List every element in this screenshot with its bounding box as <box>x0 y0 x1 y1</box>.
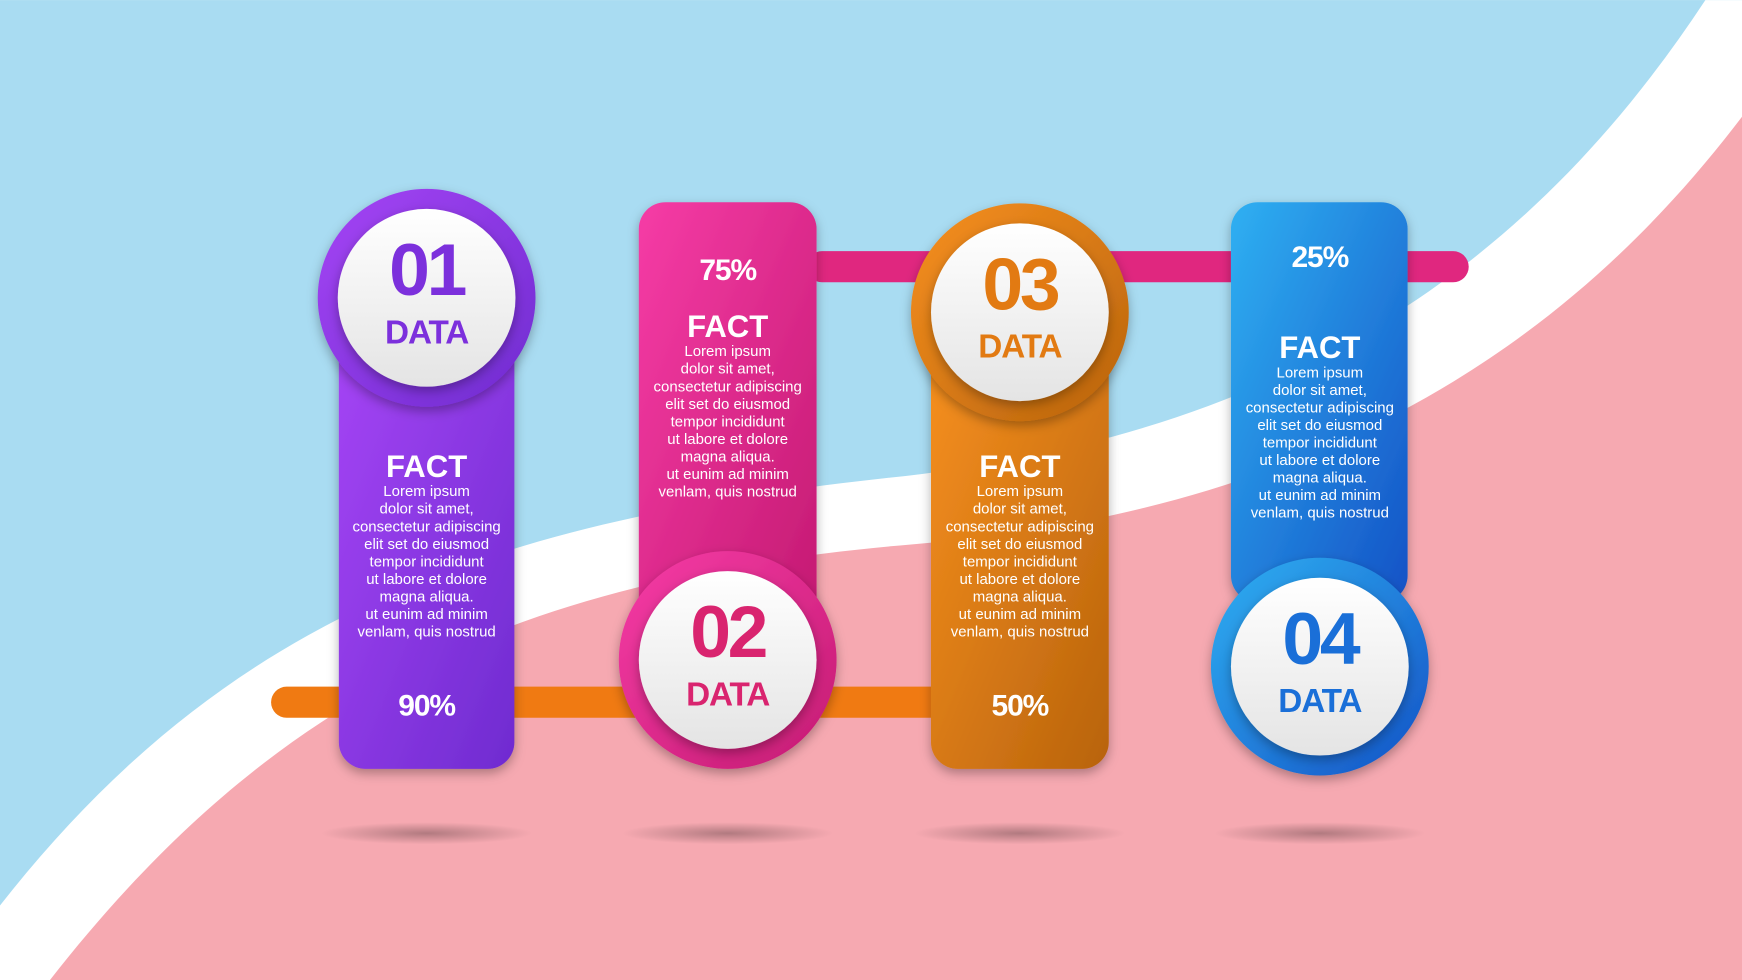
fact-body-line: ut labore et dolore <box>959 571 1080 588</box>
fact-body-line: ut eunim ad minim <box>1259 487 1381 504</box>
fact-body-line: elit set do eiusmod <box>1257 417 1382 434</box>
fact-body-line: Lorem ipsum <box>684 343 771 360</box>
badge-face <box>1230 577 1409 756</box>
card-panel <box>338 333 515 769</box>
fact-body-line: tempor incididunt <box>1263 435 1378 452</box>
fact-body-line: tempor incididunt <box>963 553 1078 570</box>
badge-face <box>337 208 516 387</box>
fact-body-line: venlam, quis nostrud <box>659 484 797 501</box>
fact-body-line: dolor sit amet, <box>973 501 1067 518</box>
fact-body-line: magna aliqua. <box>681 449 775 466</box>
percent: 25% <box>1291 241 1348 274</box>
fact-body-line: dolor sit amet, <box>380 501 474 518</box>
percent: 75% <box>699 254 756 287</box>
fact-body-line: elit set do eiusmod <box>364 536 489 553</box>
fact-body-line: elit set do eiusmod <box>665 396 790 413</box>
fact-body-line: tempor incididunt <box>671 413 786 430</box>
fact-body-line: Lorem ipsum <box>383 483 470 500</box>
shadow <box>622 822 834 845</box>
shadow <box>321 822 533 845</box>
fact-body-line: ut labore et dolore <box>366 571 487 588</box>
fact-body-line: magna aliqua. <box>973 588 1067 605</box>
badge-number: 03 <box>982 243 1058 325</box>
fact-heading: FACT <box>1279 330 1360 365</box>
fact-body-line: venlam, quis nostrud <box>951 624 1089 641</box>
fact-body-line: magna aliqua. <box>380 588 474 605</box>
badge-number: 01 <box>389 229 465 311</box>
fact-heading: FACT <box>386 449 467 484</box>
fact-body-line: magna aliqua. <box>1273 470 1367 487</box>
fact-body-line: ut labore et dolore <box>667 431 788 448</box>
fact-body-line: elit set do eiusmod <box>957 536 1082 553</box>
badge-face <box>930 223 1109 402</box>
fact-body-line: ut eunim ad minim <box>959 606 1081 623</box>
shadow <box>914 822 1126 845</box>
fact-body-line: consectetur adipiscing <box>946 518 1094 535</box>
fact-heading: FACT <box>687 309 768 344</box>
fact-body-line: tempor incididunt <box>370 553 485 570</box>
fact-body-line: venlam, quis nostrud <box>1251 505 1389 522</box>
card-panel <box>1230 202 1408 603</box>
fact-body-line: Lorem ipsum <box>1277 364 1364 381</box>
badge-face <box>638 571 817 749</box>
percent: 50% <box>992 690 1049 723</box>
fact-body-line: dolor sit amet, <box>681 361 775 378</box>
fact-body-line: consectetur adipiscing <box>1246 399 1394 416</box>
badge-label: DATA <box>978 329 1062 366</box>
fact-body-line: venlam, quis nostrud <box>357 624 495 641</box>
shadow <box>1214 822 1426 845</box>
badge-number: 02 <box>690 591 765 673</box>
badge-label: DATA <box>686 676 770 713</box>
percent: 90% <box>398 690 455 723</box>
fact-body-line: consectetur adipiscing <box>654 378 802 395</box>
fact-body-line: ut eunim ad minim <box>666 466 788 483</box>
fact-body-line: consectetur adipiscing <box>352 518 500 535</box>
card-panel <box>638 202 817 625</box>
fact-heading: FACT <box>979 449 1060 484</box>
badge-number: 04 <box>1282 598 1360 680</box>
card-panel <box>930 333 1109 769</box>
fact-body-line: ut labore et dolore <box>1259 452 1380 469</box>
badge-label: DATA <box>385 314 469 351</box>
badge-label: DATA <box>1278 683 1362 720</box>
fact-body-line: ut eunim ad minim <box>365 606 487 623</box>
fact-body-line: Lorem ipsum <box>977 483 1064 500</box>
fact-body-line: dolor sit amet, <box>1273 382 1367 399</box>
